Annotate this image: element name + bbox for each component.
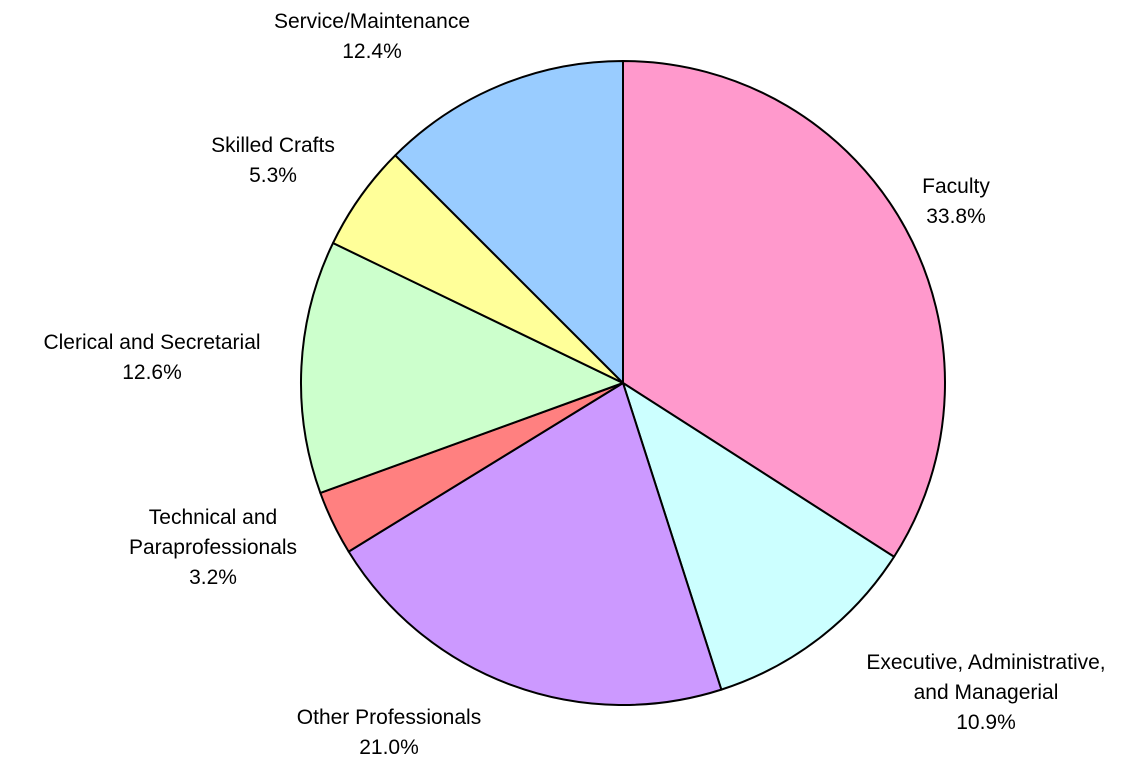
slice-percent-label: 33.8% — [926, 205, 986, 228]
slice-category-label: Technical and — [149, 506, 277, 529]
pie-slice — [347, 382, 723, 706]
pie-slice — [394, 60, 624, 384]
slice-percent-label: 21.0% — [359, 736, 419, 759]
slice-percent-label: 5.3% — [249, 164, 297, 187]
slice-category-label: Skilled Crafts — [211, 134, 335, 157]
slice-label: Service/Maintenance 12.4% — [274, 10, 470, 63]
slice-label: Faculty 33.8% — [922, 175, 990, 228]
slice-label: Technical and Paraprofessionals 3.2% — [129, 506, 297, 589]
slice-category-label: Executive, Administrative, — [866, 651, 1105, 674]
slice-percent-label: 12.4% — [342, 40, 402, 63]
slice-category-label: Faculty — [922, 175, 990, 198]
slice-label: Clerical and Secretarial 12.6% — [43, 331, 260, 384]
pie-labels: Faculty 33.8% Executive, Administrative, an… — [43, 10, 1105, 759]
slice-category-label: Paraprofessionals — [129, 536, 297, 559]
pie-slice — [300, 242, 624, 494]
slice-percent-label: 10.9% — [956, 711, 1016, 734]
slice-category-label: Clerical and Secretarial — [43, 331, 260, 354]
slice-category-label: Other Professionals — [297, 706, 481, 729]
pie-slices — [300, 60, 946, 706]
pie-slice — [622, 382, 896, 691]
slice-label: Skilled Crafts 5.3% — [211, 134, 335, 187]
pie-slice — [622, 60, 946, 558]
slice-category-label: Service/Maintenance — [274, 10, 470, 33]
slice-label: Other Professionals 21.0% — [297, 706, 481, 759]
slice-percent-label: 3.2% — [189, 566, 237, 589]
slice-label: Executive, Administrative, and Managerial… — [866, 651, 1105, 734]
slice-percent-label: 12.6% — [122, 361, 182, 384]
slice-category-label: and Managerial — [914, 681, 1059, 704]
